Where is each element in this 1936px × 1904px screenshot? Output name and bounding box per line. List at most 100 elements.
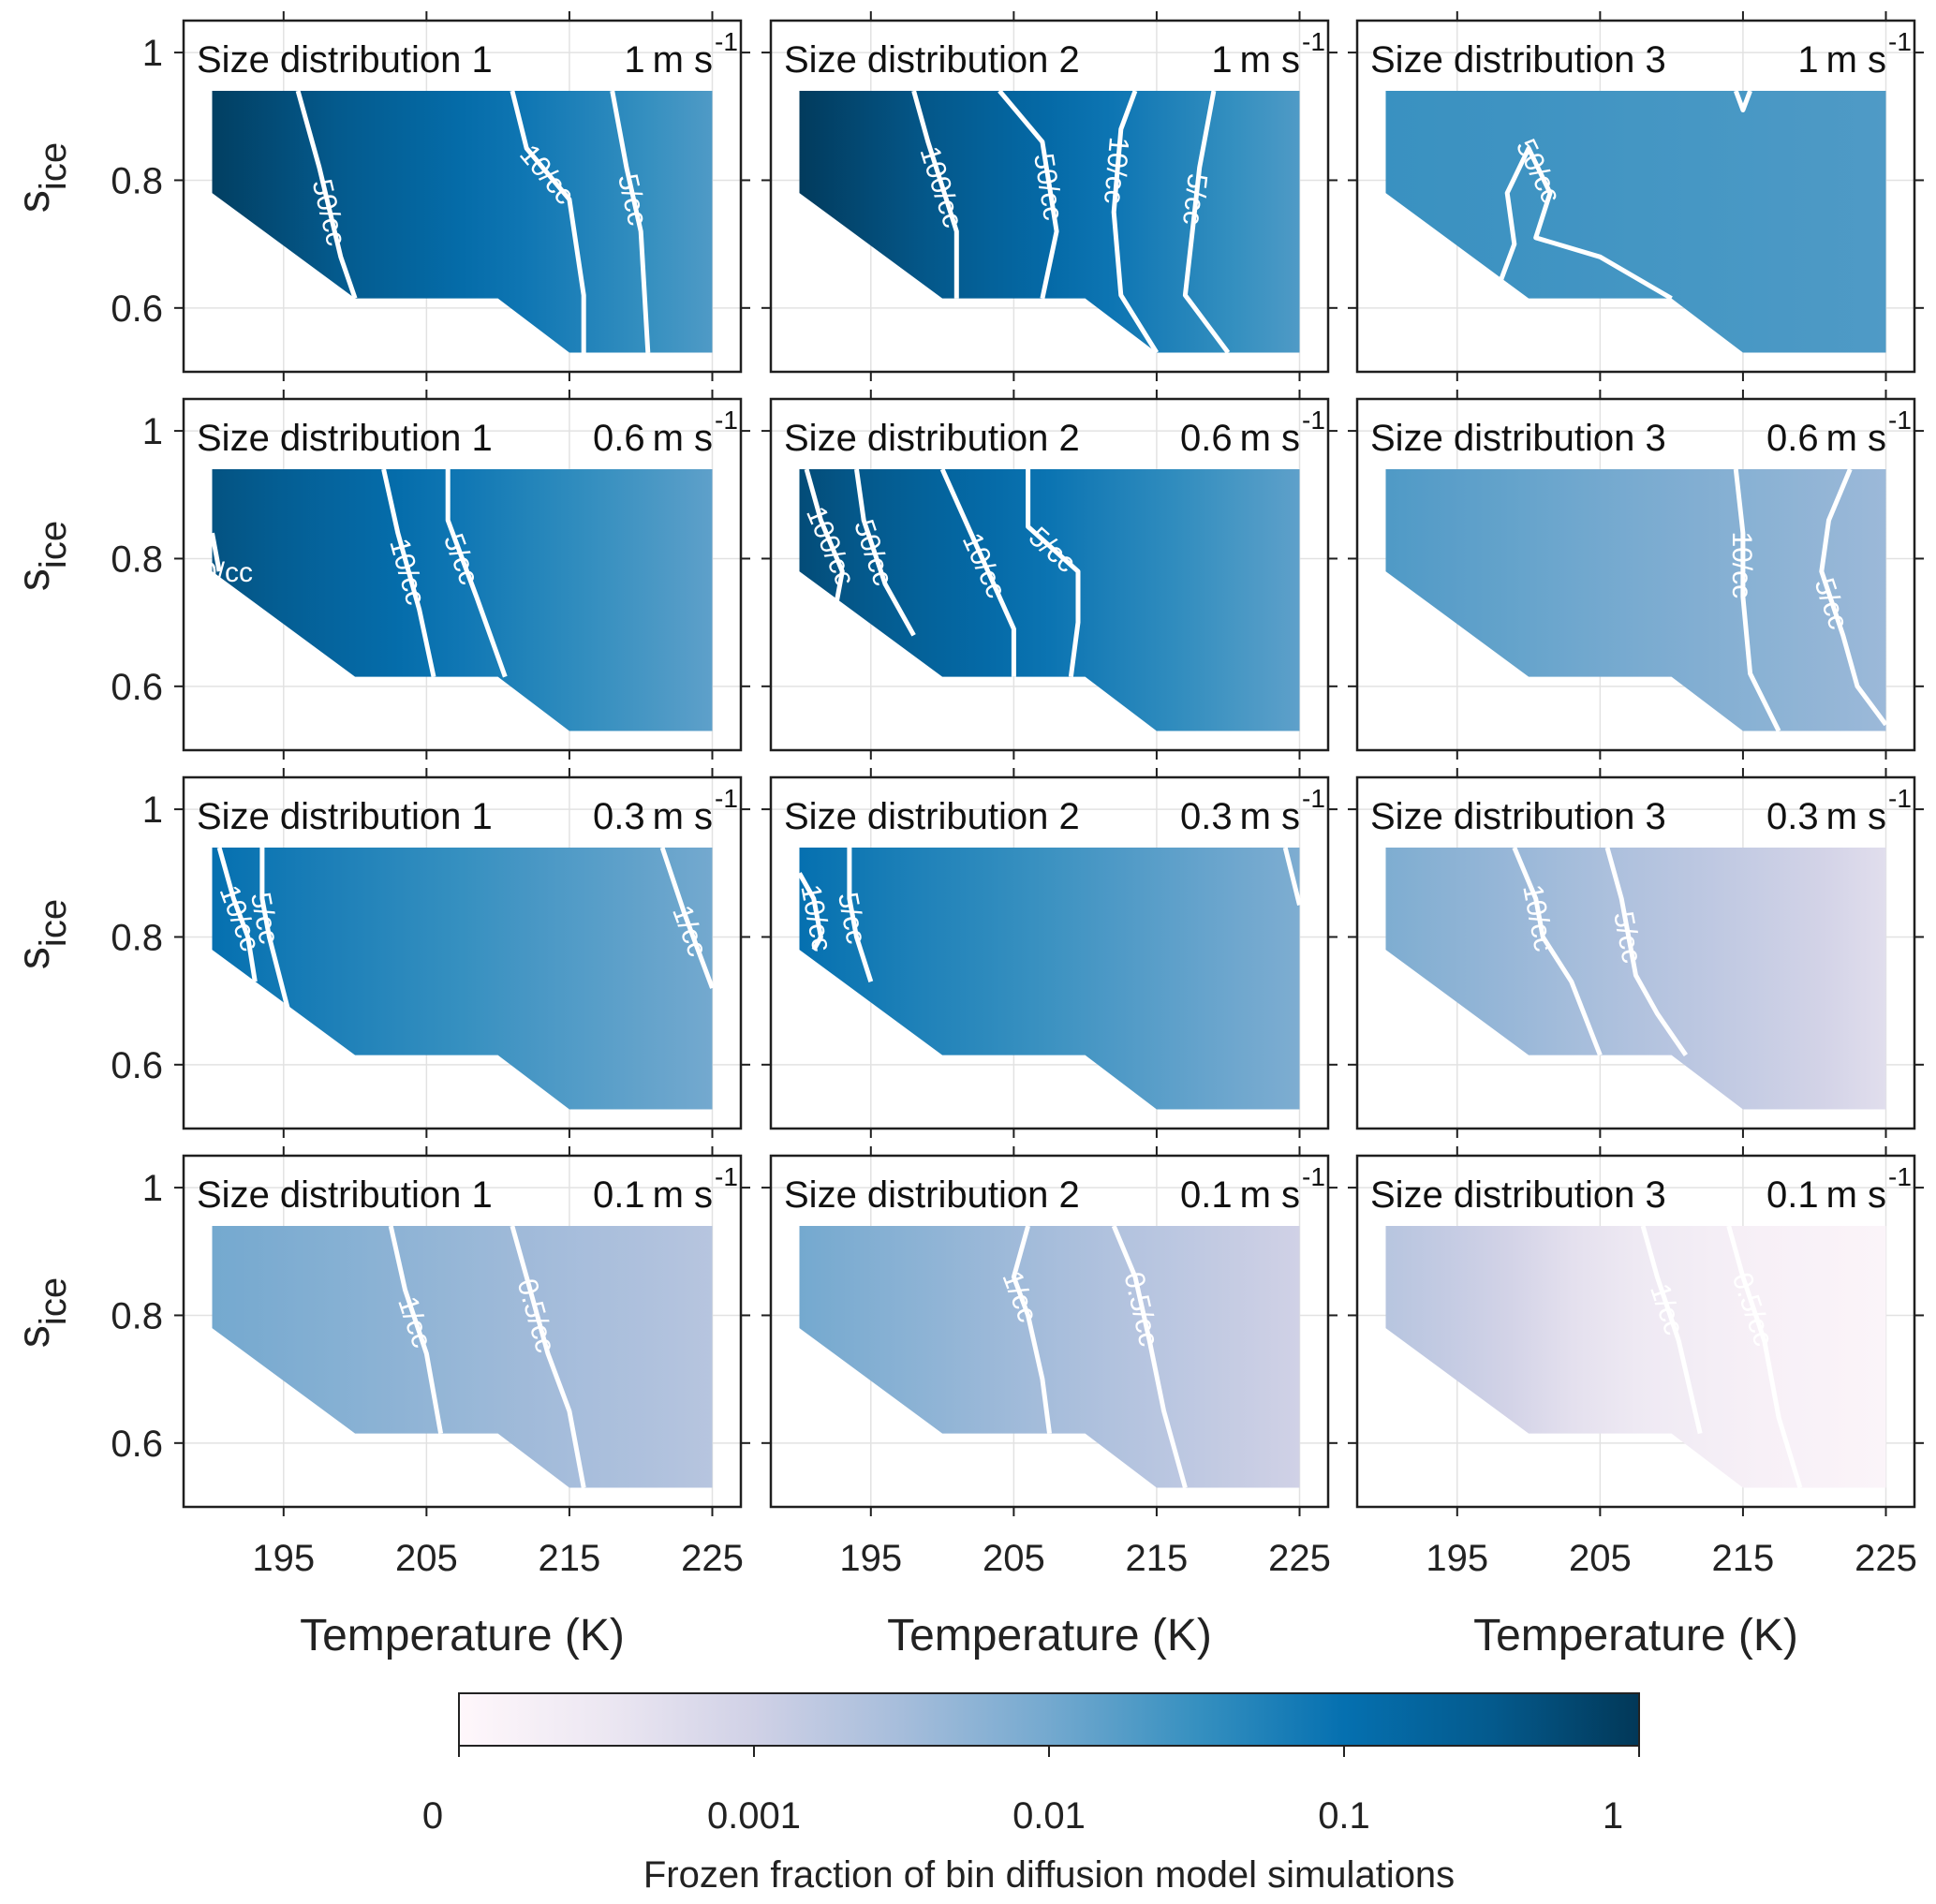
updraft-speed-exponent: -1 [715,406,738,435]
contour-line [210,532,222,572]
contour-line [1819,468,1888,727]
contour-line [510,1225,586,1488]
frozen-fraction-field [799,91,1300,353]
contours: 10/cc5/cc [1726,468,1888,732]
colorbar-tick-label: 1 [1603,1795,1623,1837]
contour-line [854,468,916,637]
panel-r3-c1: 1/cc 0.5/cc Size distribution 2 0.1 m s -1 195… [761,1146,1337,1579]
contour-line [1726,1225,1803,1489]
colorbar-tick-label: 0.01 [1012,1795,1086,1837]
x-tick-label: 195 [1426,1538,1488,1579]
x-tick-label: 215 [1712,1538,1775,1579]
x-tick-label: 215 [1126,1538,1189,1579]
colorbar: 0 0.001 0.01 0.1 1 Frozen fraction of bin di… [422,1692,1640,1896]
ticks [761,1146,1337,1516]
panel-frame [769,397,1330,752]
updraft-speed-label: 0.1 m s [1180,1174,1300,1216]
colorbar-tick-label: 0.001 [707,1795,801,1837]
contour-line [1640,1225,1703,1435]
y-axis-label: sice [9,142,74,213]
ticks [1348,11,1924,381]
panel-frame [1355,1154,1916,1509]
panel-r1-c2: 10/cc5/cc Size distribution 3 0.6 m s -1 [1348,390,1924,760]
panel-frame [769,19,1330,374]
contour-line [1011,1225,1052,1434]
updraft-speed-exponent: -1 [1888,406,1912,435]
frozen-fraction-field [799,469,1300,731]
ticks [761,390,1337,760]
frozen-fraction-field [212,1226,713,1488]
panel-title: Size distribution 3 [1370,418,1666,459]
updraft-speed-label: 0.6 m s [593,418,713,459]
x-tick-label: 205 [983,1538,1045,1579]
y-tick-label: 1 [142,411,163,452]
colorbar-label: Frozen fraction of bin diffusion model s… [643,1854,1455,1896]
updraft-speed-exponent: -1 [1888,784,1912,813]
y-axis-label: sice [9,1277,74,1348]
panel-frame [182,775,743,1130]
y-tick-label: 1 [142,33,163,74]
svg-text:sice: sice [9,142,74,213]
frozen-fraction-field [1385,469,1886,731]
y-tick-label: 0.8 [111,539,163,580]
contour-line [295,90,358,300]
colorbar-ticks: 0 0.001 0.01 0.1 1 [422,1746,1640,1837]
panel-title: Size distribution 3 [1370,39,1666,81]
svg-text:sice: sice [9,1277,74,1348]
ticks [1348,1146,1924,1516]
colorbar-gradient [458,1692,1640,1747]
y-tick-label: 1 [142,790,163,831]
ticks [174,768,750,1138]
panel-frame [769,1154,1330,1509]
contours: 1/cc 0.5/cc [997,1225,1188,1489]
contour-line [659,847,715,989]
contour-label: 10/cc [1726,531,1757,598]
panel-title: Size distribution 3 [1370,796,1666,837]
contour-line [797,872,823,952]
y-tick-label: 0.6 [111,667,163,708]
y-axis-label: sice [9,521,74,591]
frozen-fraction-field [1385,91,1886,353]
frozen-fraction-field [212,91,713,353]
y-tick-label: 0.8 [111,1295,163,1336]
ticks [1348,390,1924,760]
x-axis-label: Temperature (K) [1473,1611,1798,1660]
panel-frame [1355,397,1916,752]
x-tick-label: 205 [395,1538,458,1579]
panel-frame [182,397,743,752]
panel-title: Size distribution 2 [784,796,1080,837]
contour-line [998,89,1059,300]
contour-line [1604,847,1688,1057]
ticks [174,11,750,381]
panel-frame [769,775,1330,1130]
y-tick-label: 0.6 [111,1424,163,1465]
y-tick-label: 0.8 [111,160,163,201]
ticks [761,11,1337,381]
y-axis-label: sice [9,899,74,969]
contour-line [939,467,1016,677]
updraft-speed-exponent: -1 [715,784,738,813]
contour-line [1498,145,1673,301]
panel-frame [182,1154,743,1509]
x-axis-labels: Temperature (K) Temperature (K) Temperatur… [300,1611,1798,1660]
updraft-speed-exponent: -1 [1888,1162,1912,1191]
x-tick-label: 195 [252,1538,315,1579]
y-tick-label: 0.6 [111,1045,163,1086]
updraft-speed-label: 0.3 m s [1766,796,1886,837]
contour-line [610,90,651,353]
x-tick-label: 205 [1569,1538,1632,1579]
contour-line [381,468,436,678]
updraft-speed-exponent: -1 [1302,27,1325,56]
ticks [1348,768,1924,1138]
